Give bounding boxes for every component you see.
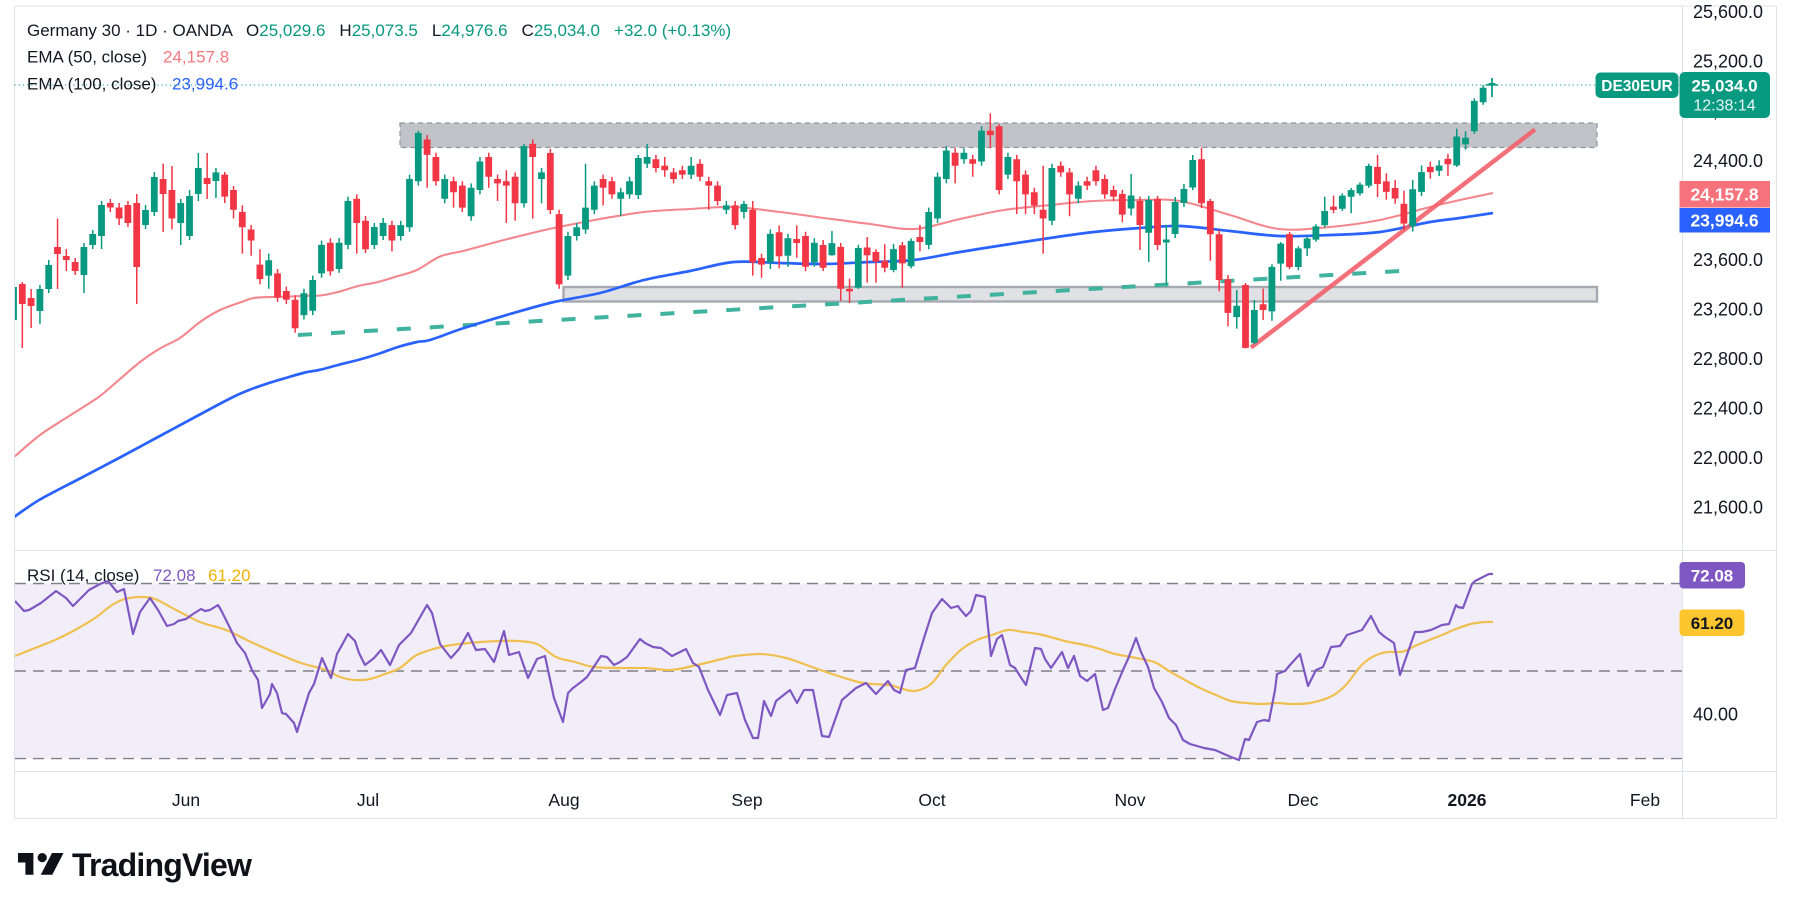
svg-text:25,034.0: 25,034.0 bbox=[1691, 77, 1757, 96]
svg-text:72.08: 72.08 bbox=[153, 566, 196, 585]
svg-text:Oct: Oct bbox=[918, 790, 945, 810]
svg-text:24,157.8: 24,157.8 bbox=[163, 48, 229, 67]
svg-text:Dec: Dec bbox=[1287, 790, 1318, 810]
svg-text:12:38:14: 12:38:14 bbox=[1693, 98, 1755, 115]
svg-text:22,400.0: 22,400.0 bbox=[1693, 399, 1763, 419]
svg-text:23,994.6: 23,994.6 bbox=[1690, 211, 1758, 231]
svg-text:Feb: Feb bbox=[1630, 790, 1660, 810]
svg-text:Germany 30 · 1D · OANDA: Germany 30 · 1D · OANDA bbox=[27, 21, 234, 40]
svg-text:25,200.0: 25,200.0 bbox=[1693, 52, 1763, 72]
svg-text:22,000.0: 22,000.0 bbox=[1693, 448, 1763, 468]
svg-text:Aug: Aug bbox=[548, 790, 579, 810]
svg-text:23,200.0: 23,200.0 bbox=[1693, 299, 1763, 319]
svg-text:Nov: Nov bbox=[1114, 790, 1145, 810]
svg-text:Sep: Sep bbox=[731, 790, 762, 810]
svg-text:72.08: 72.08 bbox=[1691, 567, 1734, 586]
svg-text:25,600.0: 25,600.0 bbox=[1693, 2, 1763, 22]
svg-text:EMA (100, close): EMA (100, close) bbox=[27, 75, 156, 94]
svg-text:24,157.8: 24,157.8 bbox=[1690, 185, 1758, 205]
svg-text:Jun: Jun bbox=[172, 790, 200, 810]
svg-text:61.20: 61.20 bbox=[208, 566, 251, 585]
svg-text:DE30EUR: DE30EUR bbox=[1601, 78, 1673, 95]
svg-text:RSI (14, close): RSI (14, close) bbox=[27, 566, 139, 585]
svg-text:24,400.0: 24,400.0 bbox=[1693, 151, 1763, 171]
svg-text:22,800.0: 22,800.0 bbox=[1693, 349, 1763, 369]
svg-text:Jul: Jul bbox=[357, 790, 379, 810]
svg-text:TradingView: TradingView bbox=[72, 847, 252, 883]
svg-text:23,600.0: 23,600.0 bbox=[1693, 250, 1763, 270]
svg-text:40.00: 40.00 bbox=[1693, 705, 1738, 725]
svg-text:2026: 2026 bbox=[1448, 790, 1487, 810]
svg-text:61.20: 61.20 bbox=[1691, 614, 1734, 633]
svg-text:21,600.0: 21,600.0 bbox=[1693, 498, 1763, 518]
svg-text:EMA (50, close): EMA (50, close) bbox=[27, 48, 147, 67]
svg-text:23,994.6: 23,994.6 bbox=[172, 75, 238, 94]
